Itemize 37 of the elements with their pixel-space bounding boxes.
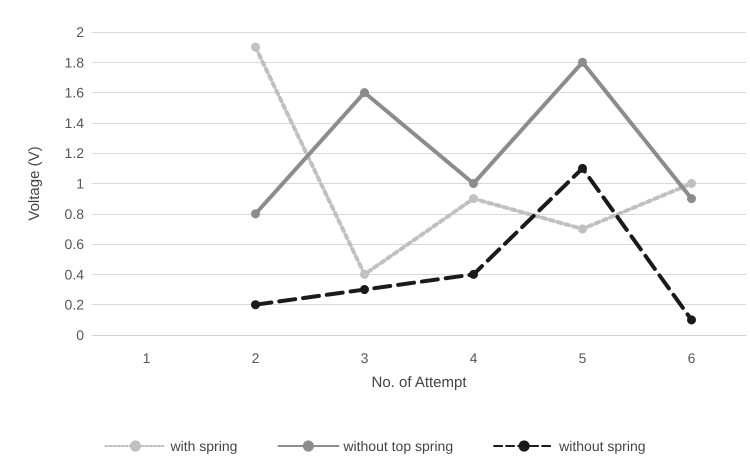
x-tick-label: 5 bbox=[578, 350, 587, 366]
y-tick-label: 2 bbox=[76, 24, 84, 40]
y-tick-label: 1.8 bbox=[64, 54, 84, 70]
y-tick-label: 1.6 bbox=[64, 84, 84, 101]
x-tick-label: 3 bbox=[360, 350, 369, 366]
legend-label: with spring bbox=[169, 438, 238, 454]
point bbox=[578, 224, 587, 234]
point bbox=[687, 315, 696, 324]
legend-label: without top spring bbox=[342, 438, 454, 454]
y-tick-label: 0.6 bbox=[64, 236, 84, 252]
point bbox=[360, 285, 369, 294]
point bbox=[469, 270, 478, 279]
y-tick-label: 1 bbox=[76, 176, 84, 192]
y-tick-label: 0.4 bbox=[64, 266, 84, 282]
y-tick-label: 0 bbox=[76, 327, 84, 343]
x-tick-label: 1 bbox=[142, 350, 151, 366]
point bbox=[578, 164, 587, 173]
point bbox=[251, 300, 260, 310]
y-tick-label: 0.8 bbox=[64, 206, 84, 222]
point bbox=[687, 194, 696, 204]
y-axis-title: Voltage (V) bbox=[26, 146, 43, 221]
point bbox=[251, 42, 260, 52]
x-tick-label: 6 bbox=[688, 350, 696, 366]
point bbox=[360, 88, 369, 98]
point bbox=[578, 58, 587, 67]
x-axis-title: No. of Attempt bbox=[371, 374, 468, 391]
point bbox=[469, 179, 478, 188]
point bbox=[469, 194, 478, 204]
point bbox=[251, 209, 260, 218]
legend-label: without spring bbox=[558, 438, 646, 454]
y-tick-label: 1.2 bbox=[64, 145, 84, 162]
x-tick-label: 4 bbox=[470, 350, 478, 366]
x-tick-label: 2 bbox=[252, 350, 260, 366]
y-tick-label: 0.2 bbox=[64, 296, 84, 313]
point bbox=[687, 179, 696, 188]
point bbox=[360, 270, 369, 279]
y-tick-label: 1.4 bbox=[64, 114, 84, 131]
